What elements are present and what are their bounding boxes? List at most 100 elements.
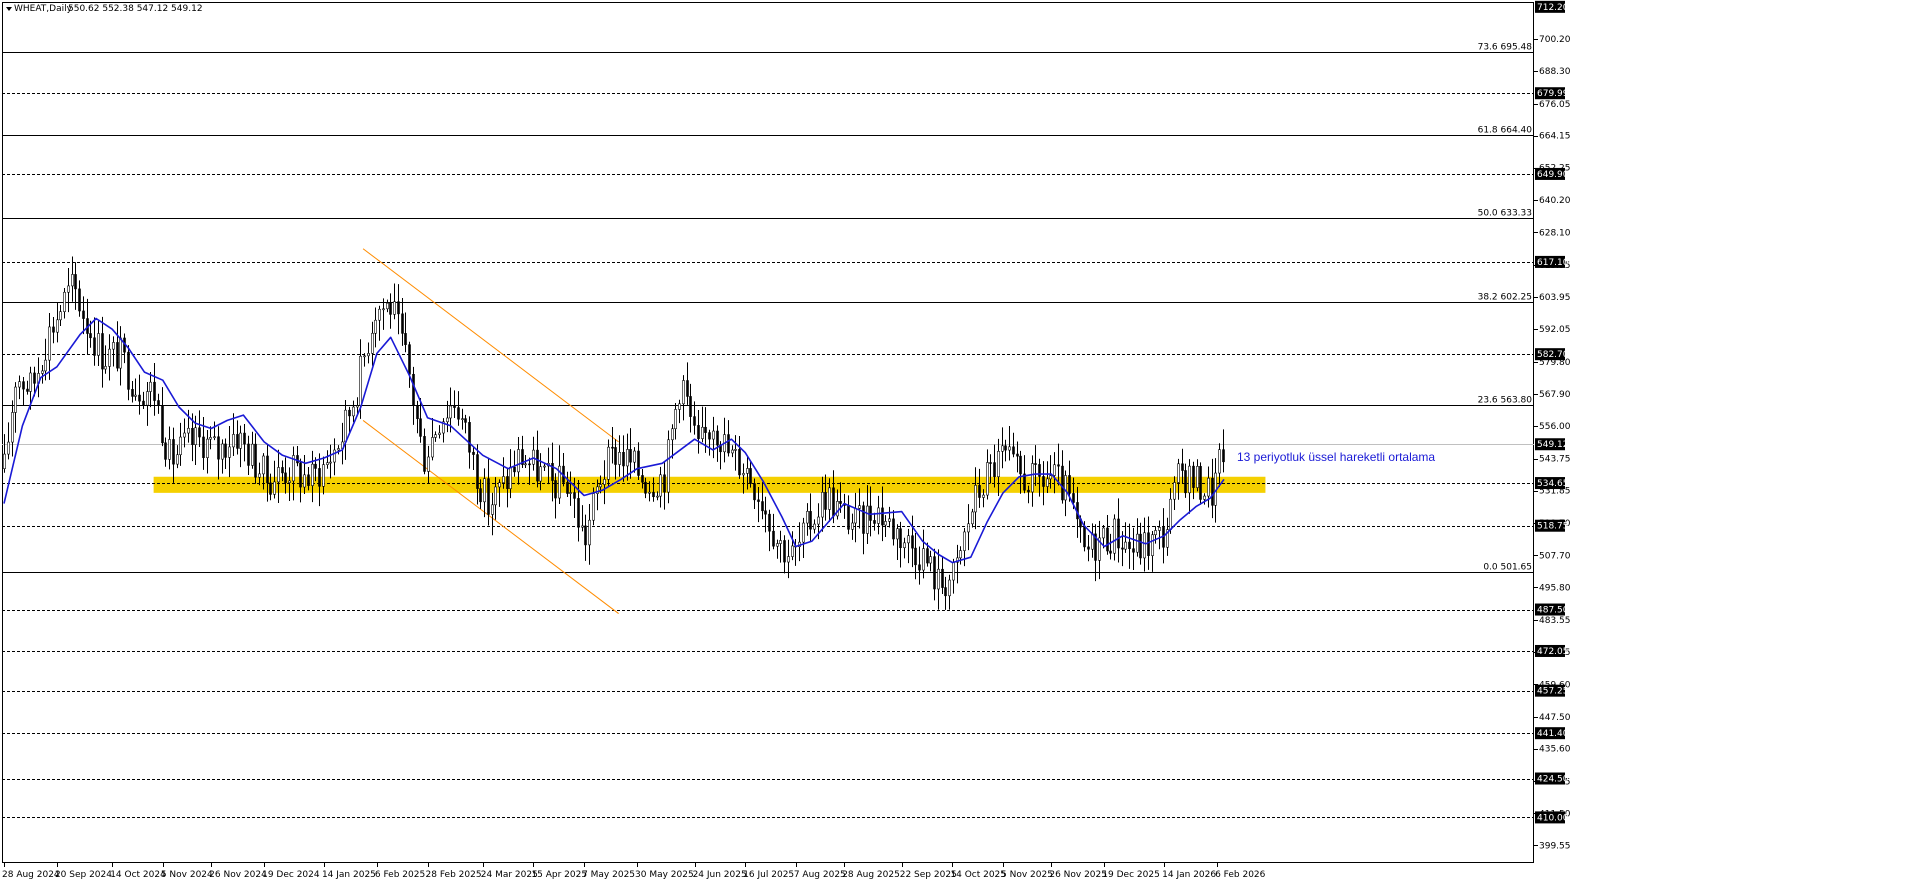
candle-body <box>1019 455 1022 475</box>
candle-body <box>442 421 445 434</box>
candle-body <box>1098 537 1101 561</box>
chart-title: WHEAT,Daily <box>14 4 73 14</box>
price-level-box <box>1535 477 1565 490</box>
candle-body <box>348 409 351 417</box>
ema-line <box>3 317 1225 564</box>
candle-body <box>258 473 261 478</box>
candle-body <box>989 462 992 464</box>
candle-body <box>502 476 505 484</box>
candle-body <box>944 587 947 597</box>
y-tick-label: 592.05 <box>1539 325 1571 335</box>
candle-body <box>1207 477 1210 497</box>
candle-body <box>599 484 602 488</box>
price-level-box <box>1535 0 1565 13</box>
candle-body <box>337 448 340 451</box>
candle-body <box>1053 464 1056 476</box>
candle-body <box>734 449 737 451</box>
candle-body <box>532 449 535 465</box>
candle-body <box>483 478 486 503</box>
x-tick-label: 15 Apr 2025 <box>531 870 587 880</box>
candle-body <box>933 556 936 590</box>
candle-body <box>959 550 962 559</box>
candle-body <box>311 463 314 486</box>
candle-body <box>967 523 970 533</box>
candle-body <box>101 333 104 370</box>
candle-body <box>1106 527 1109 552</box>
candle-body <box>1016 453 1019 457</box>
candle-body <box>82 310 85 319</box>
candle-body <box>408 344 411 375</box>
candle-body <box>498 482 501 488</box>
candle-body <box>884 521 887 526</box>
candle-body <box>26 388 29 392</box>
candle-body <box>941 568 944 588</box>
candle-body <box>513 466 516 473</box>
candle-body <box>682 380 685 405</box>
candle-body <box>168 439 171 460</box>
price-level-box <box>1535 603 1565 616</box>
candle-body <box>866 505 869 534</box>
candle-body <box>1177 463 1180 483</box>
y-tick-label: 435.60 <box>1539 745 1571 755</box>
candle-body <box>1211 477 1214 506</box>
candle-body <box>404 333 407 345</box>
candle-body <box>787 556 790 563</box>
price-level-box-label: 410.00 <box>1537 813 1569 823</box>
candle-body <box>1064 475 1067 501</box>
candle-body <box>1121 547 1124 550</box>
candle-body <box>318 468 321 487</box>
candle-body <box>176 454 179 465</box>
candle-body <box>1012 446 1015 455</box>
candle-body <box>14 386 17 413</box>
candle-body <box>581 525 584 528</box>
candle-body <box>389 302 392 315</box>
candle-body <box>993 462 996 478</box>
candle-body <box>772 530 775 547</box>
candle-body <box>228 446 231 458</box>
x-tick-label: 28 Aug 2024 <box>2 870 60 880</box>
candle-body <box>303 474 306 488</box>
candle-body <box>656 495 659 498</box>
x-tick-label: 19 Dec 2025 <box>1102 870 1160 880</box>
candle-body <box>607 446 610 480</box>
candle-body <box>813 523 816 530</box>
candle-body <box>888 518 891 522</box>
fibonacci-label: 0.0 501.65 <box>1483 563 1532 573</box>
candle-body <box>584 525 587 546</box>
candle-body <box>753 483 756 501</box>
y-tick-label: 447.50 <box>1539 713 1571 723</box>
candle-body <box>768 513 771 532</box>
candle-body <box>236 434 239 449</box>
candle-body <box>1184 470 1187 494</box>
candle-body <box>776 543 779 547</box>
candle-body <box>217 436 220 460</box>
chart-menu-icon[interactable] <box>6 7 12 11</box>
price-level-box-label: 582.70 <box>1537 350 1569 360</box>
candle-body <box>449 405 452 419</box>
candle-body <box>862 505 865 534</box>
candle-body <box>667 439 670 493</box>
candle-body <box>641 475 644 483</box>
price-level-box-label: 649.90 <box>1537 170 1569 180</box>
candle-body <box>157 400 160 406</box>
candle-body <box>131 389 134 397</box>
candle-body <box>517 449 520 473</box>
candle-body <box>232 434 235 448</box>
candle-body <box>1057 464 1060 467</box>
candle-body <box>1162 527 1165 548</box>
candle-body <box>427 456 430 472</box>
candle-body <box>367 353 370 357</box>
y-tick-label: 603.95 <box>1539 293 1571 303</box>
candle-body <box>592 493 595 521</box>
candle-body <box>626 449 629 467</box>
x-tick-label: 20 Sep 2024 <box>55 870 112 880</box>
candle-body <box>277 467 280 483</box>
candle-body <box>1154 530 1157 536</box>
candle-body <box>18 381 21 388</box>
candle-body <box>1143 532 1146 559</box>
candle-body <box>821 492 824 518</box>
candle-body <box>479 488 482 503</box>
candle-body <box>828 487 831 510</box>
